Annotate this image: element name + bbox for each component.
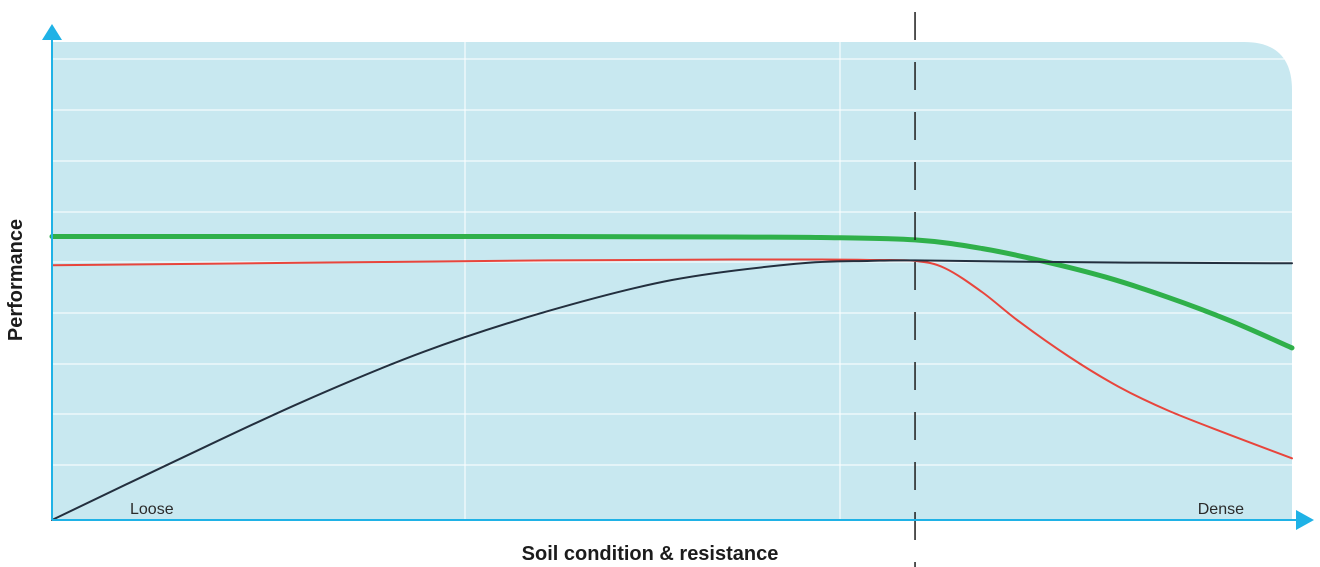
series-group	[49, 234, 1295, 521]
x-axis-title: Soil condition & resistance	[522, 543, 779, 565]
series-line-3	[51, 259, 1293, 521]
y-axis-title: Performance	[5, 219, 27, 341]
region-label-dense: Dense	[1198, 501, 1244, 518]
series-line-1	[49, 234, 1295, 351]
grid	[52, 42, 1292, 520]
region-label-loose: Loose	[130, 501, 174, 518]
x-axis-arrow-icon	[1296, 510, 1314, 530]
y-axis-arrow-icon	[42, 24, 62, 40]
axes	[42, 24, 1314, 530]
